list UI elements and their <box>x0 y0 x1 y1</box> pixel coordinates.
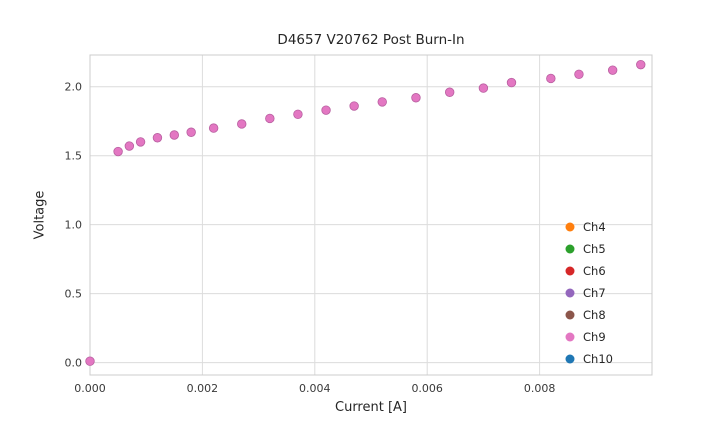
y-tick-label: 0.5 <box>65 288 83 301</box>
x-tick-label: 0.002 <box>187 382 219 395</box>
legend-label: Ch5 <box>583 242 606 256</box>
y-tick-label: 2.0 <box>65 81 83 94</box>
data-point <box>506 77 517 88</box>
data-point <box>124 141 135 151</box>
legend-marker <box>565 266 575 276</box>
legend-label: Ch10 <box>583 352 613 366</box>
data-point <box>237 119 247 129</box>
data-point <box>152 133 163 143</box>
data-point <box>546 73 556 84</box>
data-point <box>186 127 196 137</box>
data-point <box>169 130 180 140</box>
data-point <box>607 65 618 75</box>
y-tick-label: 0.0 <box>65 357 83 370</box>
x-tick-label: 0.004 <box>299 382 331 395</box>
legend-label: Ch6 <box>583 264 606 278</box>
legend-marker <box>565 332 575 342</box>
y-axis-label: Voltage <box>32 190 48 240</box>
legend-marker <box>565 222 575 232</box>
legend-label: Ch8 <box>583 308 606 322</box>
legend-label: Ch7 <box>583 286 606 300</box>
legend-label: Ch4 <box>583 220 606 234</box>
data-point <box>293 109 303 120</box>
x-axis-label: Current [A] <box>335 400 407 415</box>
x-tick-label: 0.006 <box>411 382 443 395</box>
data-point <box>208 123 219 133</box>
chart-title: D4657 V20762 Post Burn-In <box>277 32 465 48</box>
x-tick-label: 0.000 <box>74 382 106 395</box>
data-point <box>574 69 584 80</box>
legend-marker <box>565 354 575 364</box>
data-point <box>85 356 95 366</box>
legend-marker <box>565 310 575 320</box>
legend-marker <box>565 244 575 254</box>
legend-marker <box>565 288 575 298</box>
plot-area <box>90 55 652 375</box>
legend-label: Ch9 <box>583 330 606 344</box>
data-point <box>377 97 387 107</box>
x-tick-label: 0.008 <box>524 382 556 395</box>
data-point <box>444 87 455 97</box>
y-tick-label: 1.5 <box>65 150 83 163</box>
y-tick-label: 1.0 <box>65 219 83 232</box>
data-point <box>113 146 123 157</box>
plot-border <box>89 54 653 376</box>
data-point <box>478 83 489 93</box>
data-point <box>135 137 146 147</box>
data-point <box>265 113 275 124</box>
data-point <box>349 101 359 111</box>
data-point <box>636 59 646 70</box>
data-point <box>321 105 331 115</box>
data-point <box>411 93 421 103</box>
